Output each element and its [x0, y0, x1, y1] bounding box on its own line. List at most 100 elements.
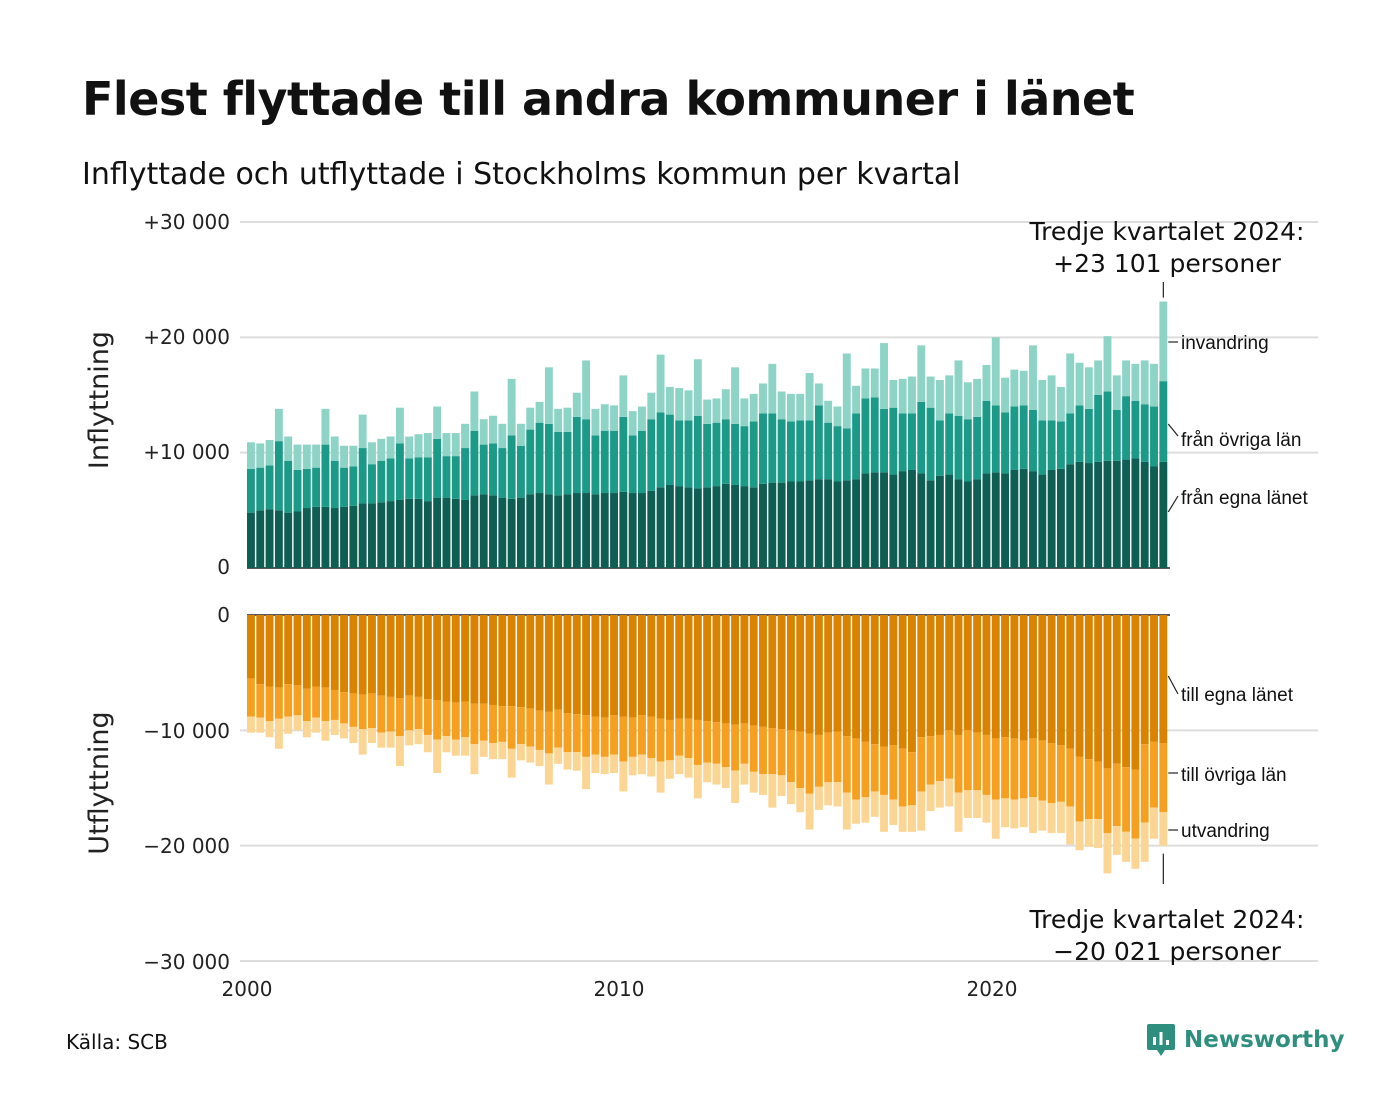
bar-in-other-70: [898, 413, 907, 472]
bar-in-own-63: [833, 481, 842, 568]
bar-out-other-7: [312, 686, 321, 718]
bar-in-immigration-75: [945, 375, 954, 414]
bar-out-emigration-71: [908, 805, 916, 832]
bar-in-own-42: [638, 493, 646, 568]
bar-out-own-70: [898, 615, 907, 749]
bar-in-immigration-90: [1084, 367, 1093, 409]
bar-out-own-5: [293, 615, 302, 686]
bar-out-own-9: [330, 615, 339, 690]
bar-in-other-71: [908, 413, 916, 470]
bar-out-other-11: [349, 693, 358, 727]
bar-out-emigration-85: [1038, 800, 1047, 831]
bar-in-other-36: [582, 419, 591, 494]
bar-out-own-0: [247, 615, 255, 679]
bar-out-own-51: [721, 615, 730, 724]
chart-subtitle: Inflyttade och utflyttade i Stockholms k…: [82, 157, 961, 192]
bar-in-other-31: [535, 422, 544, 494]
bar-out-other-0: [247, 678, 255, 717]
bar-in-immigration-30: [526, 407, 535, 430]
bar-out-other-53: [740, 723, 749, 764]
bar-in-immigration-64: [842, 353, 851, 429]
bar-out-emigration-95: [1131, 838, 1140, 869]
bar-out-emigration-42: [638, 754, 646, 775]
xtick-2000: 2000: [222, 977, 273, 1001]
bar-in-own-41: [628, 493, 637, 568]
bar-out-other-66: [861, 741, 870, 798]
bar-in-immigration-12: [358, 414, 367, 449]
bar-in-other-7: [312, 467, 321, 507]
bar-out-emigration-11: [349, 726, 358, 744]
bar-out-emigration-16: [395, 736, 404, 767]
bar-out-emigration-48: [693, 764, 702, 799]
bar-in-other-25: [479, 444, 488, 495]
bar-out-emigration-88: [1066, 806, 1075, 845]
bar-in-immigration-1: [256, 443, 265, 468]
bar-out-own-98: [1159, 615, 1168, 744]
bar-out-own-38: [600, 615, 609, 718]
bar-out-own-61: [814, 615, 823, 735]
bar-in-immigration-4: [284, 436, 293, 461]
bar-in-own-25: [479, 494, 488, 568]
bar-in-immigration-77: [963, 382, 972, 420]
bar-in-other-55: [759, 413, 767, 484]
bar-in-immigration-84: [1029, 345, 1037, 410]
bar-in-other-0: [247, 468, 255, 513]
bar-out-own-71: [908, 615, 916, 753]
bar-out-emigration-56: [768, 774, 777, 808]
bar-out-own-23: [461, 615, 470, 702]
bar-out-own-19: [423, 615, 432, 700]
bar-out-other-63: [833, 731, 842, 783]
brand-name: Newsworthy: [1184, 1027, 1345, 1053]
bar-out-own-84: [1029, 615, 1037, 739]
bar-out-own-46: [675, 615, 684, 719]
bar-out-own-1: [256, 615, 265, 685]
bar-in-other-64: [842, 428, 851, 481]
bar-in-own-86: [1047, 469, 1056, 568]
bar-out-own-3: [274, 615, 283, 688]
bar-out-emigration-0: [247, 716, 255, 733]
top-ytick-30000: +30 000: [143, 210, 230, 234]
bar-in-own-71: [908, 469, 916, 568]
bar-out-emigration-76: [954, 792, 963, 832]
bar-out-emigration-68: [880, 794, 888, 832]
bar-in-own-57: [777, 482, 786, 568]
bar-out-other-12: [358, 694, 367, 730]
bar-in-other-34: [563, 431, 572, 495]
bar-out-other-30: [526, 708, 535, 747]
bar-in-immigration-40: [619, 375, 628, 417]
bar-out-other-83: [1019, 740, 1028, 799]
bar-out-emigration-58: [786, 782, 795, 805]
bar-in-other-4: [284, 460, 293, 513]
bar-in-immigration-19: [423, 433, 432, 458]
bar-out-other-85: [1038, 740, 1047, 801]
bar-in-immigration-27: [498, 423, 507, 449]
bar-out-other-78: [973, 732, 982, 791]
bar-in-own-13: [368, 503, 376, 568]
bar-out-own-65: [852, 615, 861, 739]
bar-out-emigration-89: [1075, 821, 1084, 851]
bar-out-emigration-59: [796, 788, 805, 813]
bar-in-other-38: [600, 430, 609, 494]
bar-out-own-90: [1084, 615, 1093, 760]
bar-out-emigration-40: [619, 761, 628, 792]
bar-out-emigration-63: [833, 782, 842, 807]
bar-out-other-4: [284, 684, 293, 717]
bar-out-emigration-75: [945, 778, 954, 807]
top-ylabel: Inflyttning: [84, 331, 115, 469]
bar-in-own-20: [433, 497, 442, 568]
bar-out-emigration-28: [507, 748, 516, 778]
bar-in-other-47: [684, 420, 693, 488]
bar-out-emigration-31: [535, 749, 544, 767]
bar-in-immigration-45: [665, 386, 674, 415]
bar-out-emigration-21: [442, 736, 451, 753]
bar-in-own-9: [330, 508, 339, 568]
bar-out-own-20: [433, 615, 442, 701]
bar-in-immigration-98: [1159, 301, 1168, 382]
bar-out-emigration-96: [1140, 822, 1149, 862]
bar-out-emigration-93: [1112, 826, 1121, 855]
bar-out-emigration-82: [1010, 799, 1019, 829]
bar-in-other-27: [498, 448, 507, 498]
bar-in-immigration-71: [908, 376, 916, 414]
bar-in-other-10: [340, 467, 348, 507]
